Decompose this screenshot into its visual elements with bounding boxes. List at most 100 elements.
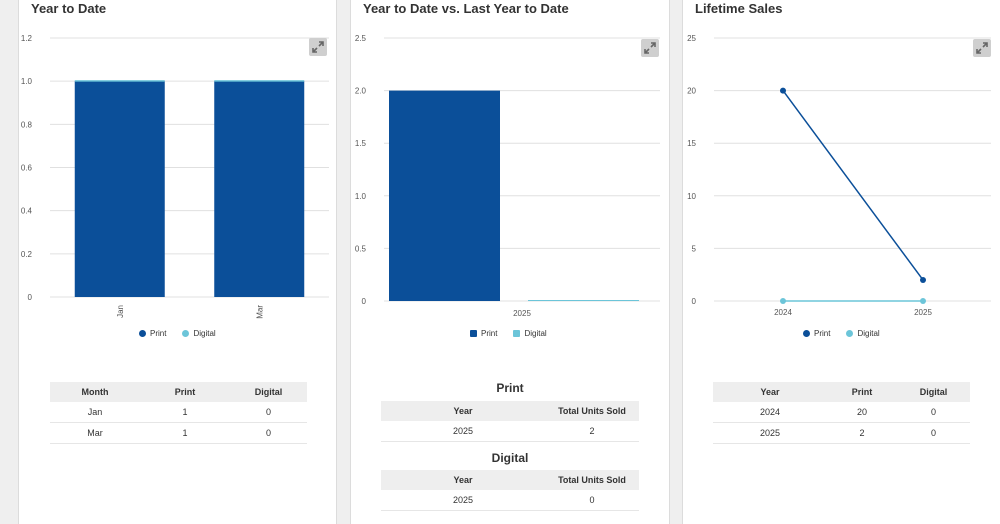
table-cell: 0 [897,402,970,423]
legend-digital-swatch [846,330,854,337]
table-header-row: Year Total Units Sold [381,401,639,421]
legend-print-swatch [803,330,810,337]
legend-item-digital[interactable]: Digital [182,329,216,338]
y-tick-label: 2.5 [355,34,367,43]
table-header: Digital [897,382,970,402]
table-header-row: Year Print Digital [713,382,970,402]
y-tick-label: 0.4 [21,207,33,216]
x-tick-label: Jan [116,305,125,318]
x-tick-label: 2025 [513,309,531,318]
table-header: Year [713,382,827,402]
ytd-panel: Year to Date 0 0.2 0.4 0.6 0.8 1.0 1.2 Jan Mar P… [18,0,337,524]
table-header: Total Units Sold [545,470,639,490]
y-tick-label: 0.8 [21,120,33,129]
table-row: 2025 2 [381,421,639,442]
digital-units-table: Year Total Units Sold 2025 0 [381,470,639,511]
y-tick-label: 10 [687,192,696,201]
bar-digital-top [214,80,305,82]
series-line-print [782,90,924,281]
y-tick-label: 15 [687,139,696,148]
y-tick-label: 1.2 [21,34,33,43]
ytd-expand-icon[interactable] [309,38,327,56]
legend-item-print[interactable]: Print [470,329,497,338]
legend-print-swatch [470,330,477,337]
lifetime-panel: Lifetime Sales 0 5 10 15 20 25 2024 2025 Print … [682,0,1000,524]
table-cell: 2 [827,422,897,444]
ytd-vs-chart: 0 0.5 1.0 1.5 2.0 2.5 2025 [355,34,660,318]
y-tick-label: 0 [362,297,367,306]
table-header: Digital [230,382,307,402]
x-tick-label: 2024 [774,308,792,317]
table-cell: 0 [230,402,307,423]
digital-table-heading: Digital [491,451,529,465]
table-cell: 20 [827,402,897,423]
y-tick-label: 0.5 [355,244,367,253]
table-header: Year [381,401,545,421]
x-tick-label: Mar [255,305,264,319]
legend-digital-swatch [182,330,190,337]
table-header: Print [827,382,897,402]
table-cell: 2025 [381,421,545,442]
y-tick-label: 0 [28,293,33,302]
legend-item-digital[interactable]: Digital [513,329,547,338]
print-units-table: Year Total Units Sold 2025 2 [381,401,639,442]
table-row: 2025 2 0 [713,422,970,444]
y-tick-label: 1.5 [355,139,367,148]
print-table-heading: Print [496,381,524,395]
table-header-row: Month Print Digital [50,382,307,402]
legend-digital-label: Digital [857,329,880,338]
y-tick-label: 2.0 [355,87,367,96]
table-header: Total Units Sold [545,401,639,421]
bar-digital [528,300,639,301]
table-cell: 2025 [381,490,545,511]
y-tick-label: 25 [687,34,696,43]
table-row: 2024 20 0 [713,402,970,423]
ytd-legend: Print Digital [139,329,216,338]
lifetime-legend: Print Digital [803,329,880,338]
y-tick-label: 1.0 [21,77,33,86]
lifetime-expand-icon[interactable] [973,39,991,57]
table-header: Print [140,382,230,402]
ytd-vs-panel: Year to Date vs. Last Year to Date 0 0.5 1… [350,0,670,524]
legend-digital-label: Digital [193,329,216,338]
bar-digital-top [74,80,165,82]
legend-item-print[interactable]: Print [803,329,830,338]
y-tick-label: 20 [687,87,696,96]
x-tick-label: 2025 [914,308,932,317]
y-tick-label: 1.0 [355,192,367,201]
table-row: 2025 0 [381,490,639,511]
y-tick-label: 0.6 [21,164,33,173]
table-cell: 0 [230,422,307,444]
y-tick-label: 0.2 [21,250,33,259]
bar-print [389,90,500,301]
legend-print-label: Print [150,329,167,338]
table-row: Mar 1 0 [50,422,307,444]
y-tick-label: 5 [692,244,697,253]
table-header: Year [381,470,545,490]
table-cell: Jan [50,402,140,423]
table-row: Jan 1 0 [50,402,307,423]
bar-print [74,81,165,298]
legend-digital-swatch [513,330,521,337]
table-cell: 0 [897,422,970,444]
legend-digital-label: Digital [524,329,547,338]
data-point-digital [920,298,926,304]
legend-item-print[interactable]: Print [139,329,166,338]
ytd-vs-panel-title: Year to Date vs. Last Year to Date [363,1,569,16]
ytd-vs-expand-icon[interactable] [641,39,659,57]
table-cell: 1 [140,422,230,444]
legend-print-label: Print [814,329,831,338]
bar-print [214,81,305,298]
table-cell: 2025 [713,422,827,444]
table-header-row: Year Total Units Sold [381,470,639,490]
table-cell: 2 [545,421,639,442]
data-point-print [920,276,926,283]
table-cell: 1 [140,402,230,423]
ytd-vs-legend: Print Digital [470,329,547,338]
legend-print-label: Print [481,329,498,338]
legend-item-digital[interactable]: Digital [846,329,880,338]
table-cell: 2024 [713,402,827,423]
data-point-print [780,87,786,94]
ytd-chart: 0 0.2 0.4 0.6 0.8 1.0 1.2 Jan Mar [21,34,329,319]
